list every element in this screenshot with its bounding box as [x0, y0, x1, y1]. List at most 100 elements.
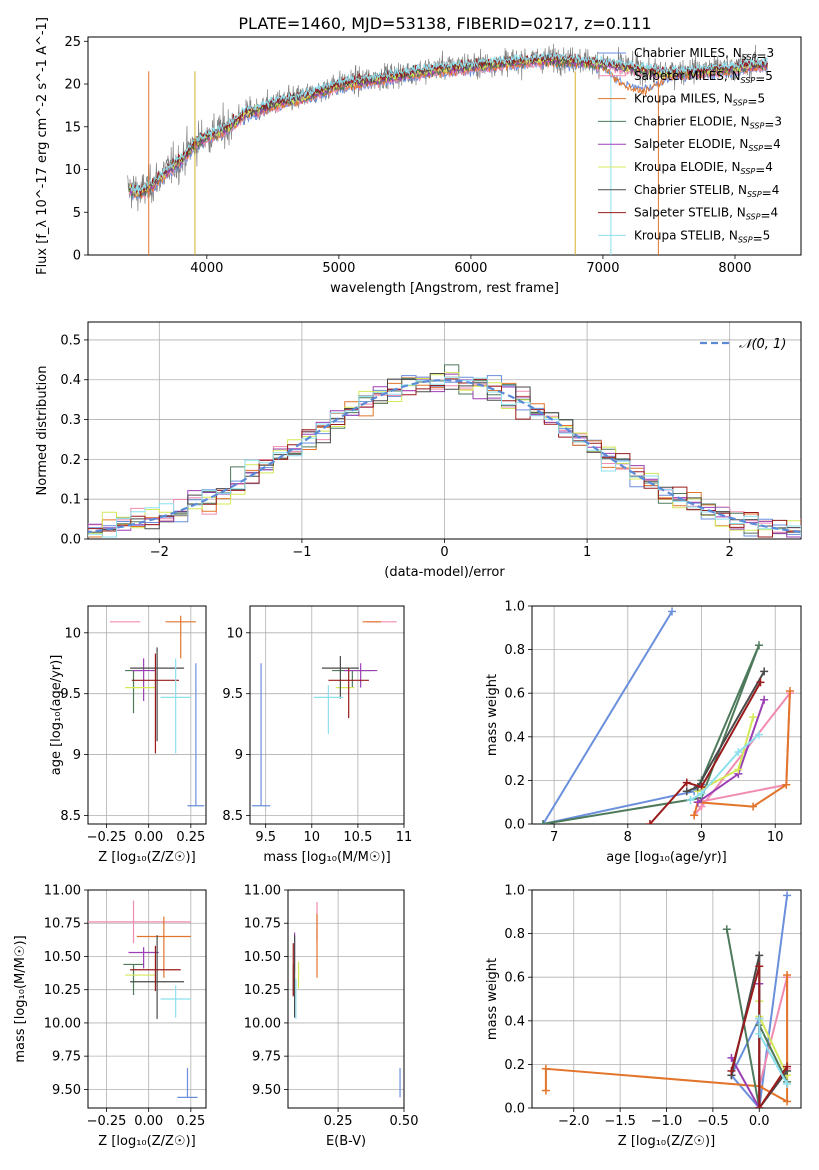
x-tick-label: 0.25 [176, 1114, 205, 1129]
x-tick-label: −2.0 [558, 1114, 590, 1129]
y-tick-label: 0.4 [504, 1014, 525, 1029]
y-axis-label: age [log₁₀(age/yr)] [49, 655, 64, 776]
legend-model-name: Chabrier MILES, [634, 46, 733, 60]
panel-residuals: −2 −1 0 1 2 0.0 0.1 0.2 0.3 0.4 0.5 (data-model)/er… [35, 321, 802, 580]
legend-nssp-value: 5 [757, 92, 765, 106]
ticks: 0.25 0.50 9.50 9.75 10.00 10.25 10.50 10.75 11.0… [244, 884, 419, 1130]
gridlines [88, 606, 206, 824]
y-tick-label: 10.00 [244, 1016, 281, 1031]
y-tick-label: 0 [73, 249, 81, 264]
x-axis-label: age [log₁₀(age/yr)] [606, 850, 727, 865]
x-tick-label: 7 [550, 830, 558, 845]
weight-point-marker [697, 802, 706, 811]
legend-nssp-value: 5 [763, 228, 771, 242]
legend-nssp-symbol: N [738, 183, 747, 197]
y-axis-label: mass weight [485, 958, 500, 1040]
weight-point-marker [755, 951, 764, 960]
legend-nssp-subscript: SSP [748, 144, 763, 153]
legend-equals: = [747, 95, 757, 109]
x-tick-label: 9.5 [255, 830, 276, 845]
weight-point-marker [783, 891, 792, 900]
legend-model-name: Kroupa ELODIE, [634, 160, 732, 174]
errorbar-point [160, 985, 191, 1018]
legend-nssp-subscript: SSP [741, 167, 756, 176]
x-axis-label: (data-model)/error [384, 565, 505, 580]
panel-mass-vs-Z: −0.25 0.00 0.25 9.50 9.75 10.00 10.25 10.50 10.7… [13, 884, 207, 1149]
weight-point-marker [539, 820, 548, 824]
errorbars [292, 901, 401, 1098]
legend-entry: Chabrier ELODIE, NSSP=3 [634, 114, 782, 131]
x-axis-label: Z [log₁₀(Z/Z☉)] [98, 1134, 195, 1149]
weight-point-marker [754, 641, 763, 650]
errorbars [109, 615, 205, 807]
legend-model-name: Salpeter MILES, [634, 69, 732, 83]
x-axis-label: wavelength [Angstrom, rest frame] [330, 281, 559, 296]
y-tick-label: 0.6 [504, 687, 525, 702]
x-tick-label: −1 [292, 545, 311, 560]
legend-nssp-symbol: N [724, 92, 733, 106]
y-tick-label: 0.2 [504, 774, 525, 789]
weight-point-marker [760, 695, 769, 704]
y-tick-label: 0.8 [504, 643, 525, 658]
errorbar-point [125, 669, 142, 714]
weight-lines [541, 891, 792, 1108]
legend-entry: Kroupa ELODIE, NSSP=4 [634, 160, 773, 177]
x-tick-label: 0.25 [324, 1114, 353, 1129]
y-tick-label: 0.4 [60, 373, 81, 388]
legend-equals: = [763, 140, 773, 154]
legend-nssp-symbol: N [733, 46, 742, 60]
ticks: −0.25 0.00 0.25 8.5 9 9.5 10 [60, 626, 205, 845]
y-axis-label: Flux [f_λ 10^-17 erg cm^-2 s^-1 A^-1] [35, 17, 50, 275]
weight-point-marker [754, 730, 763, 739]
y-tick-label: 0.6 [504, 971, 525, 986]
y-tick-label: 11.00 [44, 884, 81, 899]
errorbar-point [123, 963, 144, 996]
y-tick-label: 15 [64, 120, 81, 135]
legend-entry: Chabrier MILES, NSSP=3 [634, 46, 774, 63]
errorbar-point [136, 916, 191, 978]
y-tick-label: 10 [64, 163, 81, 178]
gridlines [288, 889, 405, 1108]
legend-nssp-symbol: N [741, 114, 750, 128]
y-tick-label: 0.4 [504, 730, 525, 745]
plots-layer: 4000 5000 6000 7000 80000510152025wavelength… [13, 17, 802, 1149]
weight-lines [539, 607, 794, 824]
legend-nssp-subscript: SSP [747, 190, 762, 199]
panel-age-vs-mass: 9.5 10 10.5 11 8.5 9 9.5 10 mass [log₁₀(M/M☉)] [222, 605, 412, 865]
weight-point-marker [783, 1080, 792, 1089]
axes-frame [87, 36, 802, 256]
weight-point-marker [756, 678, 765, 687]
x-axis-label: mass [log₁₀(M/M☉)] [263, 850, 390, 865]
errorbar-point [187, 663, 205, 807]
weight-point-marker [783, 971, 792, 980]
y-tick-label: 5 [73, 206, 81, 221]
x-tick-label: 10.5 [343, 830, 372, 845]
legend-nssp-subscript: SSP [738, 235, 753, 244]
y-tick-label: 10 [64, 626, 81, 641]
x-tick-label: 7000 [586, 261, 619, 276]
gridlines [532, 889, 801, 1109]
errorbar-point [130, 935, 185, 1019]
y-tick-label: 0.8 [504, 927, 525, 942]
weight-point-marker [783, 1097, 792, 1106]
legend-model-name: Salpeter STELIB, [634, 206, 737, 220]
y-tick-label: 1.0 [504, 884, 525, 899]
y-tick-label: 9.50 [252, 1083, 281, 1098]
y-tick-label: 0.2 [504, 1058, 525, 1073]
legend-equals: = [755, 72, 765, 86]
axes-frame [87, 605, 207, 825]
ticks: 4000 5000 6000 7000 8000 0 5 10 15 20 25 [64, 35, 751, 276]
y-tick-label: 0.5 [60, 333, 81, 348]
y-axis-label: mass weight [485, 674, 500, 756]
y-tick-label: 0.3 [60, 413, 81, 428]
weight-point-marker [682, 778, 691, 787]
weight-point-marker [755, 1014, 764, 1023]
errorbar-point [344, 663, 378, 688]
ticks: −2 −1 0 1 2 0.0 0.1 0.2 0.3 0.4 0.5 [60, 333, 734, 560]
y-tick-label: 25 [64, 35, 81, 50]
legend-nssp-symbol: N [732, 69, 741, 83]
errorbar-point [128, 947, 159, 969]
y-tick-label: 10 [226, 626, 243, 641]
y-tick-label: 20 [64, 78, 81, 93]
